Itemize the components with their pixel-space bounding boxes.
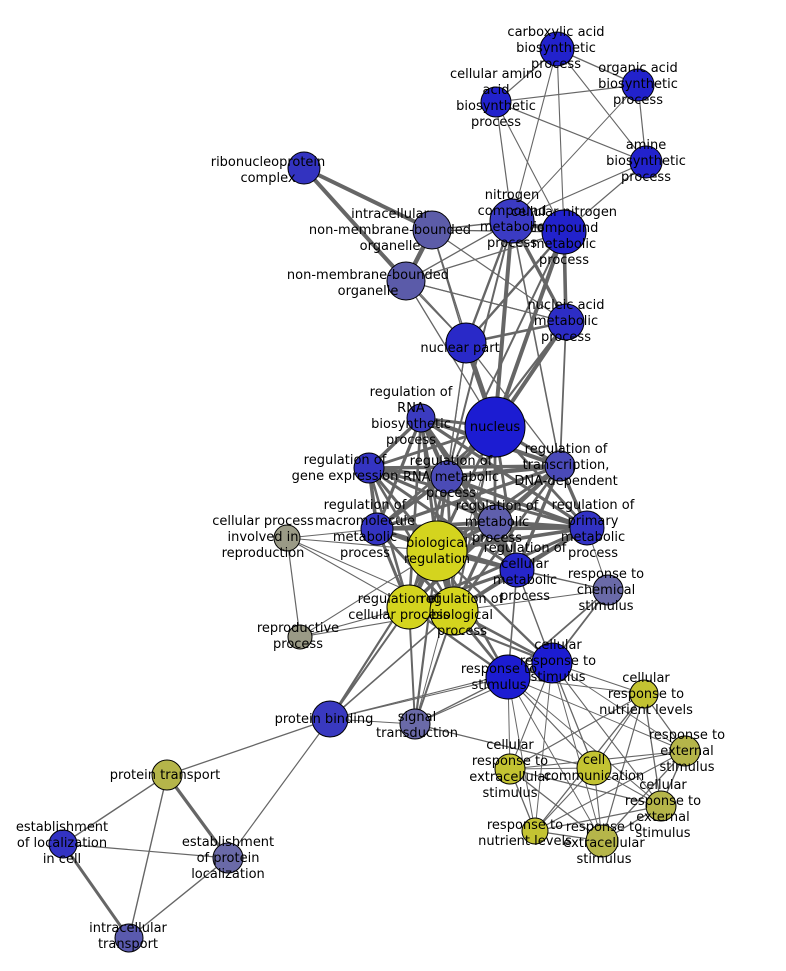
graph-edge: [495, 84, 639, 103]
graph-edge: [329, 610, 455, 720]
edges-layer: [61, 48, 686, 940]
graph-edge: [128, 857, 229, 939]
graph-node-regulation-of-macromolecule-metabolic-process[interactable]: [360, 512, 394, 546]
graph-edge: [328, 549, 439, 721]
graph-node-establishment-of-localization-in-cell[interactable]: [48, 829, 78, 859]
graph-node-response-to-extracellular-stimulus[interactable]: [585, 824, 619, 858]
graph-edge: [452, 425, 497, 613]
graph-node-nucleic-acid-metabolic-process[interactable]: [547, 303, 585, 341]
graph-node-cellular-process-involved-in-reproduction[interactable]: [273, 524, 301, 552]
graph-edge: [511, 220, 561, 467]
graph-edge: [414, 723, 595, 769]
graph-edge: [511, 161, 647, 222]
graph-edge: [509, 693, 645, 770]
graph-edge: [128, 774, 168, 939]
graph-node-response-to-nutrient-levels[interactable]: [521, 817, 549, 845]
graph-edge: [559, 321, 567, 467]
graph-node-cellular-response-to-nutrient-levels[interactable]: [629, 679, 659, 709]
graph-edge: [405, 231, 565, 282]
graph-node-regulation-of-rna-biosynthetic-process[interactable]: [406, 403, 436, 433]
graph-node-protein-transport[interactable]: [151, 759, 183, 791]
graph-node-cell-communication[interactable]: [576, 750, 612, 786]
graph-edge: [643, 693, 662, 807]
graph-edge: [302, 166, 434, 232]
graph-node-cellular-response-to-extracellular-stimulus[interactable]: [494, 753, 526, 785]
graph-node-regulation-of-biological-process[interactable]: [429, 586, 479, 636]
graph-edge: [551, 662, 686, 752]
graph-edge: [495, 101, 647, 163]
graph-node-cellular-amino-acid-biosynthetic-process[interactable]: [480, 86, 512, 118]
graph-node-ribonucleoprotein-complex[interactable]: [287, 151, 321, 185]
graph-node-cellular-nitrogen-compound-metabolic-process[interactable]: [541, 209, 587, 255]
graph-edge: [165, 773, 230, 860]
graph-edge: [166, 718, 331, 776]
graph-node-biological-regulation[interactable]: [406, 520, 468, 582]
graph-node-regulation-of-metabolic-process[interactable]: [477, 504, 513, 540]
graph-edge: [431, 229, 567, 323]
graph-edge: [551, 662, 662, 807]
graph-node-cellular-response-to-stimulus[interactable]: [531, 642, 573, 684]
graph-edge: [453, 589, 609, 612]
graph-edge: [534, 750, 686, 832]
graph-edge: [286, 537, 301, 638]
graph-edge: [445, 475, 589, 530]
graph-edge: [507, 676, 645, 695]
graph-node-regulation-of-transcription-dna-dependent[interactable]: [544, 450, 576, 482]
graph-node-protein-binding[interactable]: [311, 700, 349, 738]
graph-edge: [405, 280, 567, 323]
graph-node-nuclear-part[interactable]: [445, 322, 487, 364]
graph-node-regulation-of-cellular-metabolic-process[interactable]: [499, 552, 535, 588]
graph-node-regulation-of-gene-expression[interactable]: [353, 452, 385, 484]
graph-edge: [62, 843, 229, 859]
graph-edge: [511, 84, 639, 222]
graph-edge: [329, 606, 410, 720]
graph-edge: [495, 101, 565, 233]
graph-node-amine-biosynthetic-process[interactable]: [629, 145, 663, 179]
graph-edge: [556, 48, 565, 233]
graph-node-non-membrane-bounded-organelle[interactable]: [386, 261, 426, 301]
graph-edge: [367, 466, 589, 530]
graph-edge: [515, 464, 562, 572]
graph-edge: [367, 466, 519, 572]
graph-node-reproductive-process[interactable]: [287, 624, 313, 650]
graph-node-regulation-of-cellular-process[interactable]: [386, 584, 432, 630]
graph-node-response-to-external-stimulus[interactable]: [669, 735, 701, 767]
graph-node-regulation-of-primary-metabolic-process[interactable]: [569, 510, 605, 546]
graph-node-establishment-of-protein-localization[interactable]: [212, 842, 244, 874]
graph-edge: [507, 676, 662, 807]
graph-edge: [61, 842, 131, 940]
graph-edge: [507, 676, 686, 752]
graph-edge: [551, 662, 603, 842]
graph-edge: [62, 774, 168, 845]
graph-node-intracellular-non-membrane-bounded-organelle[interactable]: [412, 210, 452, 250]
graph-edge: [375, 416, 423, 531]
graph-edge: [507, 676, 536, 832]
graph-edge: [534, 662, 553, 832]
graph-edge: [509, 768, 603, 842]
graph-edge: [509, 768, 662, 807]
graph-node-nucleus[interactable]: [464, 396, 526, 458]
graph-node-cellular-response-to-external-stimulus[interactable]: [645, 790, 677, 822]
graph-edge: [407, 416, 423, 609]
graph-edge: [367, 464, 562, 470]
graph-node-intracellular-transport[interactable]: [114, 923, 144, 953]
graph-node-response-to-chemical-stimulus[interactable]: [592, 574, 624, 606]
graph-node-organic-acid-biosynthetic-process[interactable]: [621, 68, 655, 102]
graph-node-response-to-stimulus[interactable]: [485, 654, 531, 700]
graph-edge: [556, 48, 647, 163]
nodes-layer: [48, 31, 701, 953]
graph-edge: [493, 219, 514, 429]
graph-edge: [303, 167, 467, 344]
graph-edge: [511, 48, 558, 222]
graph-edge: [286, 537, 410, 608]
graph-edge: [534, 805, 662, 832]
graph-node-regulation-of-rna-metabolic-process[interactable]: [430, 460, 464, 494]
graph-node-carboxylic-acid-biosynthetic-process[interactable]: [539, 31, 575, 67]
graph-node-signal-transduction[interactable]: [399, 708, 431, 740]
graph-node-nitrogen-compound-metabolic-process[interactable]: [489, 198, 535, 244]
graph-edge: [227, 718, 331, 859]
